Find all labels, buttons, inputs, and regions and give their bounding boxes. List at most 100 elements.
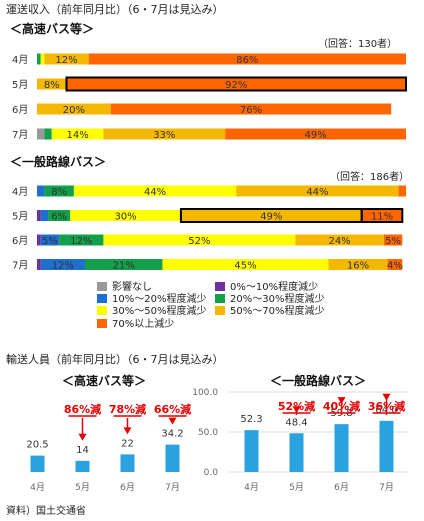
local-revenue-segment-label: 5% — [42, 236, 58, 247]
legend-label: 10%～20%程度減少 — [112, 292, 206, 305]
highway-ridership-category-label: 5月 — [75, 482, 90, 493]
local-revenue-segment-label: 8% — [51, 187, 67, 198]
local-ridership-bar — [289, 433, 304, 472]
local-ridership-category-label: 4月 — [244, 482, 259, 493]
legend-label: 20%～30%程度減少 — [230, 292, 324, 305]
highway-ridership-annotation-arrow-head — [123, 427, 132, 435]
local-revenue-segment — [84, 259, 163, 270]
local-ridership-bar — [244, 430, 259, 472]
local-revenue-segment — [328, 259, 388, 270]
local-revenue-segment — [59, 234, 104, 246]
local-revenue-segment-label: 6% — [51, 212, 67, 223]
highway-ridership-category-label: 6月 — [120, 482, 135, 493]
legend-swatch — [97, 319, 107, 328]
local-ridership-y-tick-label: 0.0 — [204, 468, 219, 478]
local-revenue-segment-label: 44% — [144, 187, 166, 198]
highway-revenue-segment-label: 86% — [236, 55, 258, 66]
legend-swatch — [97, 306, 107, 315]
local-revenue-segment — [40, 234, 60, 246]
local-revenue-segment — [387, 259, 403, 270]
local-revenue-segment — [40, 259, 85, 270]
legend-label: 影響なし — [112, 280, 152, 293]
local-revenue-segment — [295, 234, 384, 246]
local-revenue-segment — [103, 234, 296, 246]
highway-revenue-segment — [40, 53, 45, 65]
highway-ridership-value-label: 34.2 — [161, 429, 183, 440]
local-revenue-segment-label: 30% — [114, 212, 136, 223]
local-ridership-category-label: 6月 — [334, 482, 349, 493]
local-revenue-segment — [70, 210, 181, 221]
highway-ridership-bar — [30, 455, 45, 472]
local-ridership-category-label: 7月 — [379, 482, 394, 493]
local-revenue-segment-label: 12% — [52, 261, 74, 272]
local-ridership-annotation-arrow-head — [382, 393, 391, 401]
legend-label: 0%～10%程度減少 — [230, 280, 318, 293]
highway-revenue-category-label: 5月 — [12, 79, 28, 91]
local-revenue-category-label: 6月 — [12, 235, 28, 247]
local-title: ＜一般路線バス＞ — [10, 154, 106, 169]
highway-revenue-highlight-box — [65, 76, 408, 92]
highway-ridership-category-label: 7月 — [165, 482, 180, 493]
local-revenue-segment-label: 21% — [113, 261, 135, 272]
local-ridership-reduction-annotation: 52%減 — [278, 399, 315, 413]
highway-ridership-reduction-annotation: 78%減 — [109, 402, 146, 416]
highway-revenue-segment-label: 8% — [44, 80, 60, 91]
legend-label: 30%～50%程度減少 — [112, 304, 206, 317]
highway-ridership-value-label: 22 — [121, 438, 134, 449]
highway-revenue-segment — [44, 53, 89, 65]
highway-revenue-segment — [37, 53, 41, 65]
local-ridership-bar — [379, 420, 394, 472]
ridership-highway-title: ＜高速バス等＞ — [62, 373, 146, 388]
highway-ridership-chart: 20.5 4月 14 5月 22 6月 34.2 7月 86%減 78%減 66%減 — [26, 402, 191, 493]
highway-revenue-chart: 4月 12% 86% 5月 8% 92% 6月 20% 76% 7月 14% 33% 49% — [12, 53, 408, 141]
highway-ridership-annotation-arrow-head — [78, 433, 87, 441]
highway-revenue-segment-label: 76% — [240, 105, 262, 116]
local-revenue-segment — [236, 185, 399, 197]
highway-ridership-annotation-arrow-head — [168, 417, 177, 425]
highway-ridership-category-label: 4月 — [30, 482, 45, 493]
legend-swatch — [215, 294, 225, 303]
highway-revenue-segment — [37, 103, 111, 115]
highway-title: ＜高速バス等＞ — [10, 21, 94, 36]
local-revenue-segment-label: 11% — [371, 212, 393, 223]
local-revenue-segment-label: 4% — [387, 261, 403, 272]
highway-revenue-segment — [103, 128, 226, 140]
local-revenue-segment-label: 5% — [385, 236, 401, 247]
local-ridership-annotation-arrow-head — [337, 397, 346, 405]
highway-revenue-category-label: 6月 — [12, 104, 28, 116]
highway-revenue-segment — [51, 128, 104, 140]
highway-revenue-segment-label: 20% — [63, 105, 85, 116]
local-revenue-segment — [48, 210, 71, 221]
local-revenue-segment — [44, 185, 74, 197]
highway-ridership-bar — [120, 454, 135, 472]
highway-revenue-segment-label: 92% — [225, 80, 247, 91]
legend-swatch — [97, 282, 107, 291]
revenue-heading: 運送収入（前年同月比）（6・7月は見込み） — [6, 2, 224, 16]
highway-revenue-category-label: 4月 — [12, 54, 28, 66]
local-ridership-value-label: 52.3 — [240, 414, 262, 425]
local-ridership-category-label: 5月 — [289, 482, 304, 493]
highway-revenue-segment — [88, 53, 406, 65]
legend: 影響なし 0%～10%程度減少 10%～20%程度減少 20%～30%程度減少 30%～… — [97, 280, 324, 330]
highway-revenue-segment — [225, 128, 406, 140]
local-ridership-y-tick-label: 50.0 — [198, 428, 218, 438]
highway-revenue-segment — [110, 103, 392, 115]
local-revenue-segment-label: 24% — [328, 236, 350, 247]
highway-revenue-segment-label: 49% — [304, 130, 326, 141]
local-revenue-segment-label: 49% — [260, 212, 282, 223]
local-revenue-segment-label: 45% — [234, 261, 256, 272]
highway-revenue-category-label: 7月 — [12, 129, 28, 141]
source-note: 資料）国土交通省 — [6, 504, 86, 517]
local-revenue-segment — [37, 259, 41, 270]
local-revenue-segment — [180, 210, 362, 221]
local-ridership-value-label: 48.4 — [285, 417, 307, 428]
highway-revenue-segment — [44, 128, 52, 140]
local-revenue-segment-label: 44% — [306, 187, 328, 198]
local-revenue-segment — [37, 234, 41, 246]
local-revenue-segment-label: 12% — [70, 236, 92, 247]
highway-ridership-value-label: 14 — [76, 445, 89, 456]
local-revenue-segment — [40, 210, 49, 221]
highway-ridership-reduction-annotation: 86%減 — [64, 402, 101, 416]
legend-swatch — [97, 294, 107, 303]
